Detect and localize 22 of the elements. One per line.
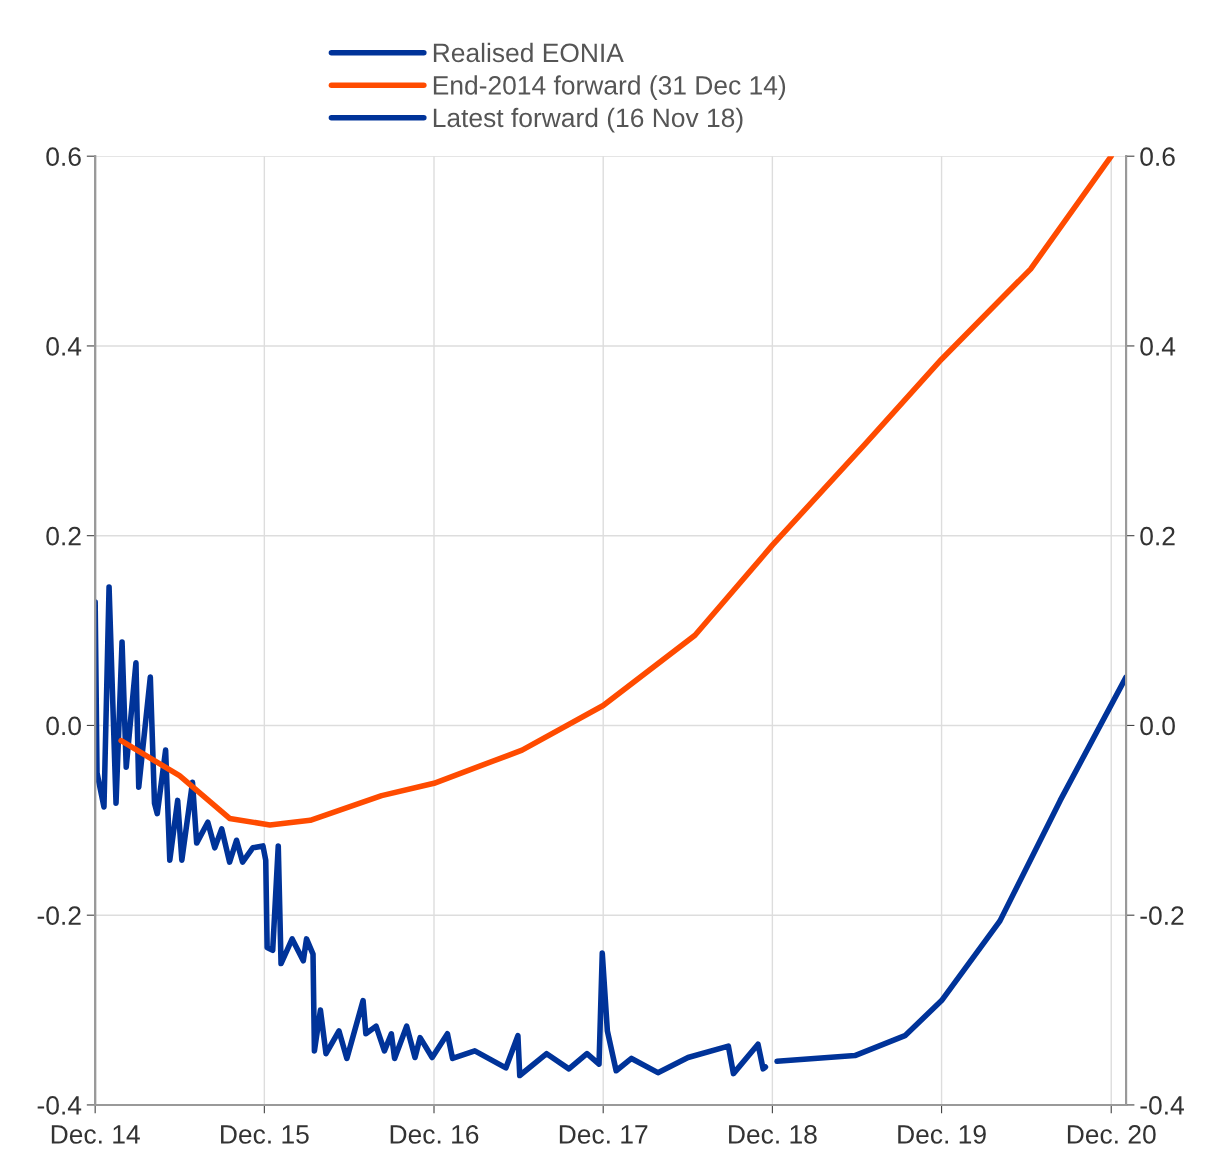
legend-label: End-2014 forward (31 Dec 14): [433, 75, 786, 100]
legend-label: Latest forward (16 Nov 18): [433, 107, 743, 133]
y2-tick-label: -0.2: [1140, 906, 1184, 926]
legend-label: Realised EONIA: [433, 42, 624, 63]
y-tick-label: 0.2: [46, 526, 81, 546]
y2-tick-label: -0.4: [1140, 1096, 1184, 1115]
y-tick-label: 0.4: [46, 337, 82, 356]
x-tick-label: Dec. 20: [1067, 1125, 1156, 1144]
y-tick-label: 0.0: [46, 716, 81, 736]
x-tick-label: Dec. 15: [221, 1125, 309, 1144]
y2-tick-label: 0.4: [1140, 337, 1176, 356]
y2-tick-label: 0.6: [1140, 147, 1175, 167]
x-tick-label: Dec. 19: [898, 1125, 986, 1144]
y-tick-label: -0.4: [37, 1096, 82, 1115]
y-tick-label: 0.6: [46, 147, 81, 167]
y2-tick-label: 0.0: [1140, 716, 1175, 736]
x-tick-label: Dec. 18: [729, 1125, 817, 1144]
y2-tick-label: 0.2: [1140, 526, 1175, 546]
x-tick-label: Dec. 17: [559, 1125, 648, 1144]
x-tick-label: Dec. 16: [390, 1125, 479, 1144]
x-tick-label: Dec. 14: [51, 1125, 140, 1144]
y-tick-label: -0.2: [37, 906, 81, 926]
